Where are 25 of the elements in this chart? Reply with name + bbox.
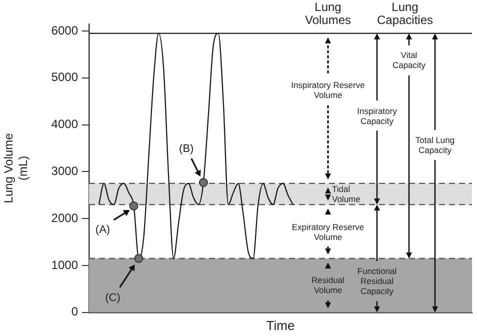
y-tick-label: 5000: [51, 70, 78, 84]
y-tick-label: 3000: [51, 164, 78, 178]
y-axis-title: Lung Volume (mL): [2, 132, 30, 204]
annotation: (A): [95, 224, 110, 236]
annotation: Inspiratory Capacity: [357, 106, 397, 126]
point: [134, 254, 144, 263]
annotation: (B): [179, 142, 194, 154]
y-tick-label: 6000: [51, 23, 78, 38]
annotation: Tidal Volume: [332, 184, 360, 204]
annotation: Residual Volume: [311, 275, 345, 296]
annotation: Expiratory Reserve Volume: [292, 222, 364, 242]
y-tick-label: 4000: [51, 117, 78, 132]
annotation: Vital Capacity: [392, 50, 426, 70]
annotation: (C): [105, 292, 120, 304]
point: [198, 178, 208, 188]
annotation: Lung Volumes: [304, 0, 352, 27]
annotation: Lung Capacities: [376, 0, 434, 27]
y-tick-label: 2000: [51, 210, 78, 225]
y-tick-label: 0: [71, 304, 78, 319]
annotation: Total Lung Capacity: [415, 134, 455, 155]
x-axis-title: Time: [266, 318, 295, 333]
point: [129, 201, 138, 210]
y-tick-label: 1000: [51, 258, 78, 272]
annotation: Functional Residual Capacity: [357, 266, 397, 296]
annotation: Inspiratory Reserve Volume: [291, 80, 365, 100]
